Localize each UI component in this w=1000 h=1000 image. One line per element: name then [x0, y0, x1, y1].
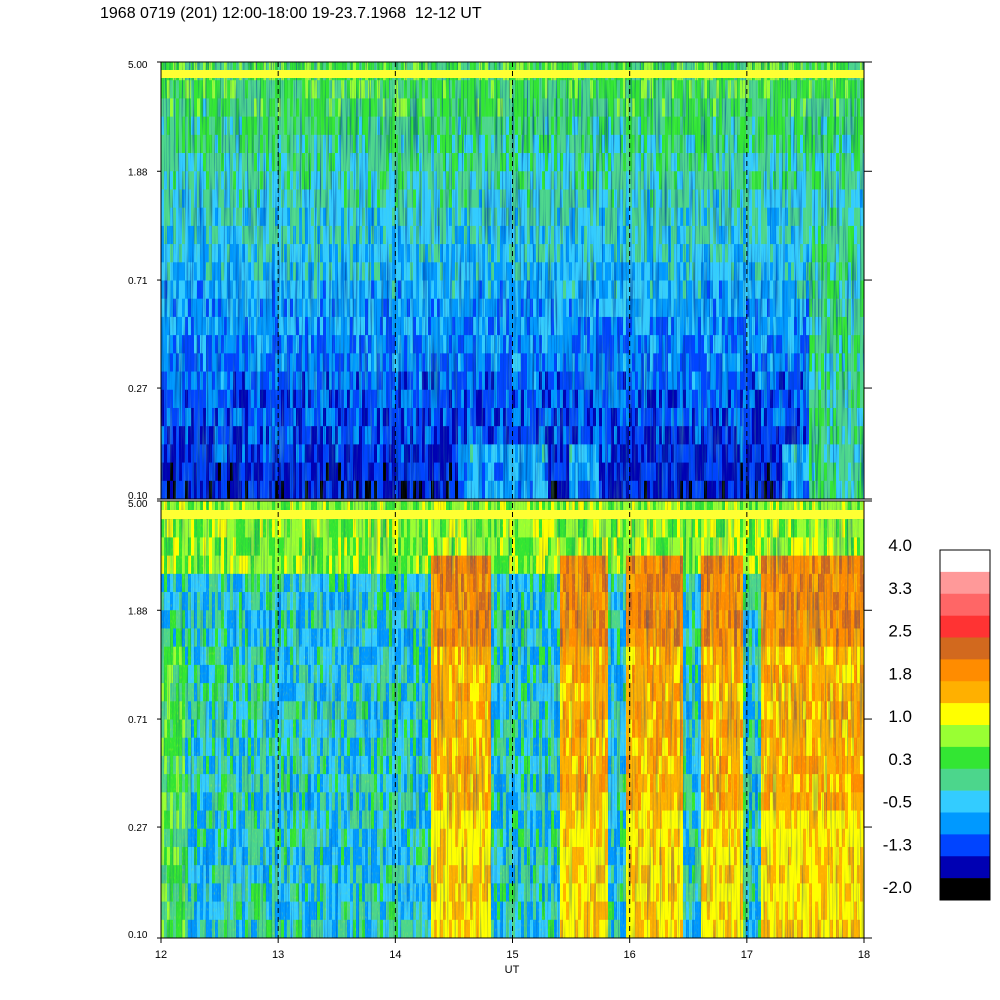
page-title: 1968 0719 (201) 12:00-18:00 19-23.7.1968…	[100, 5, 482, 22]
upper-panel	[161, 62, 864, 499]
